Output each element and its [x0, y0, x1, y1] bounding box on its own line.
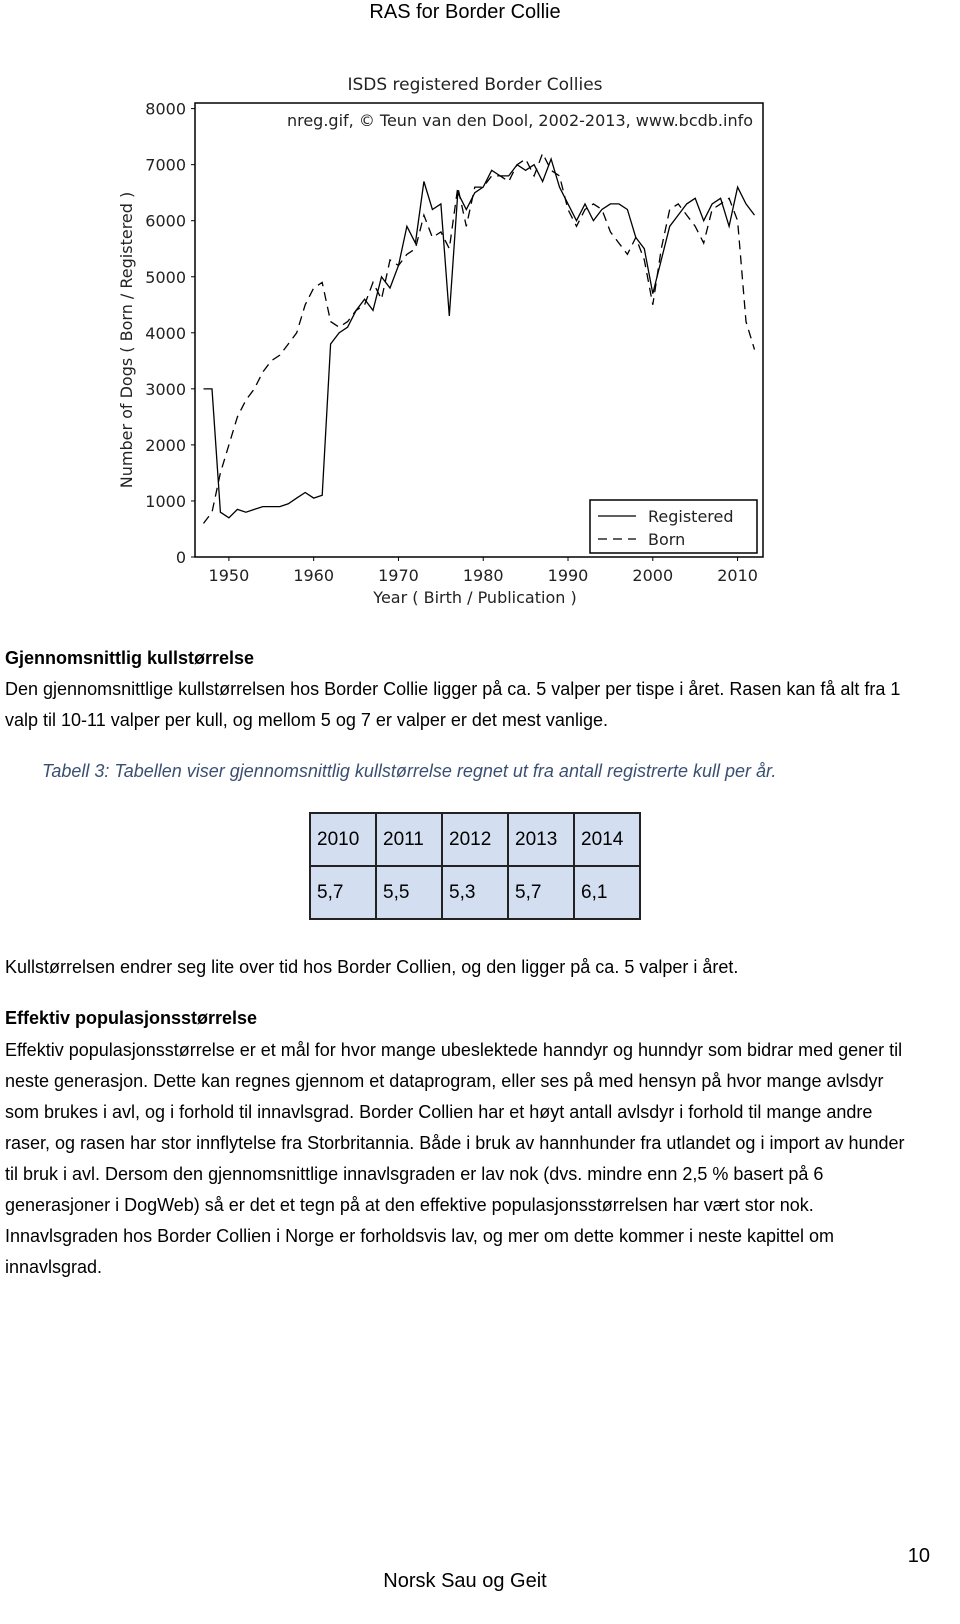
- x-tick-label: 1960: [293, 566, 334, 585]
- paragraph: Effektiv populasjonsstørrelse er et mål …: [5, 1040, 905, 1277]
- table-row: 5,7 5,5 5,3 5,7 6,1: [309, 865, 641, 920]
- x-tick-label: 2010: [717, 566, 758, 585]
- paragraph: Den gjennomsnittlige kullstørrelsen hos …: [5, 679, 901, 730]
- y-tick-label: 8000: [145, 100, 186, 119]
- x-tick-label: 1990: [548, 566, 589, 585]
- y-tick-label: 6000: [145, 212, 186, 231]
- series-line: [203, 156, 756, 519]
- table-caption: Tabell 3: Tabellen viser gjennomsnittlig…: [42, 761, 777, 781]
- y-tick-label: 7000: [145, 156, 186, 175]
- section-heading: Effektiv populasjonsstørrelse: [5, 1008, 258, 1028]
- y-tick-label: 3000: [145, 380, 186, 399]
- table-cell: 5,3: [441, 865, 509, 920]
- series-line: [202, 151, 756, 524]
- table-cell: 6,1: [573, 865, 641, 920]
- table-cell: 2011: [375, 812, 443, 867]
- table-cell: 5,7: [309, 865, 377, 920]
- page-header: RAS for Border Collie: [369, 1, 561, 23]
- table-cell: 2012: [441, 812, 509, 867]
- y-tick-label: 4000: [145, 324, 186, 343]
- y-axis-label: Number of Dogs ( Born / Registered ): [117, 192, 136, 489]
- table-cell: 2010: [309, 812, 377, 867]
- legend-label: Registered: [648, 507, 734, 526]
- legend: [589, 499, 758, 554]
- x-tick-label: 1980: [463, 566, 504, 585]
- chart: ISDS registered Border Collies nreg.gif,…: [100, 68, 830, 623]
- y-tick-label: 2000: [145, 436, 186, 455]
- table: 2010 2011 2012 2013 2014 5,7 5,5 5,3 5,7 6,1: [309, 812, 641, 920]
- plot-frame: [194, 102, 764, 558]
- x-tick-label: 1970: [378, 566, 419, 585]
- table-cell: 5,5: [375, 865, 443, 920]
- y-tick-label: 1000: [145, 492, 186, 511]
- paragraph: Kullstørrelsen endrer seg lite over tid …: [5, 957, 739, 977]
- y-tick-label: 5000: [145, 268, 186, 287]
- x-tick-label: 1950: [209, 566, 250, 585]
- table-cell: 2014: [573, 812, 641, 867]
- x-tick-label: 2000: [632, 566, 673, 585]
- chart-subtitle: nreg.gif, © Teun van den Dool, 2002-2013…: [287, 111, 753, 130]
- section-heading: Gjennomsnittlig kullstørrelse: [5, 648, 255, 668]
- table-row: 2010 2011 2012 2013 2014: [309, 812, 641, 867]
- x-axis-label: Year ( Birth / Publication ): [372, 588, 576, 607]
- legend-label: Born: [648, 530, 685, 549]
- page-number: 10: [907, 1545, 930, 1567]
- table-cell: 5,7: [507, 865, 575, 920]
- y-tick-label: 0: [176, 548, 186, 567]
- table-body: 2010 2011 2012 2013 2014 5,7 5,5 5,3 5,7 6,1: [309, 812, 641, 920]
- table-cell: 2013: [507, 812, 575, 867]
- page-footer: Norsk Sau og Geit: [383, 1570, 547, 1592]
- chart-title: ISDS registered Border Collies: [347, 75, 602, 95]
